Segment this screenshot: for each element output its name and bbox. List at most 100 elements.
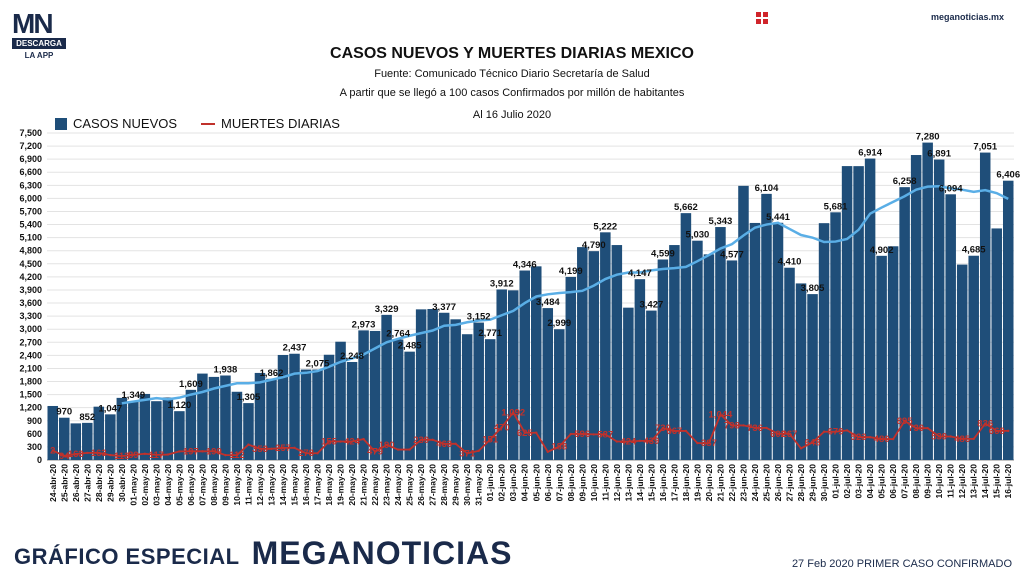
x-tick-label: 07-jul-20 xyxy=(900,464,910,499)
deaths-data-label: 155 xyxy=(321,437,338,448)
cases-data-label: 1,120 xyxy=(167,400,191,411)
bar-cases xyxy=(784,267,795,460)
x-tick-label: 12-may-20 xyxy=(255,464,265,506)
bar-cases xyxy=(577,247,588,460)
deaths-point xyxy=(903,419,906,423)
deaths-point xyxy=(293,446,296,450)
chart-source: Fuente: Comunicado Técnico Diario Secret… xyxy=(374,68,650,80)
x-tick-label: 16-jul-20 xyxy=(1003,464,1013,499)
x-tick-label: 30-jun-20 xyxy=(819,464,829,502)
deaths-point xyxy=(788,432,791,435)
bar-cases xyxy=(910,155,922,460)
deaths-point xyxy=(811,441,814,444)
cases-data-label: 2,771 xyxy=(478,328,502,339)
bar-cases xyxy=(899,187,910,461)
deaths-data-label: 648 xyxy=(805,438,821,449)
deaths-point xyxy=(834,430,837,433)
chart-date-note: Al 16 Julio 2020 xyxy=(472,109,552,121)
bar-cases xyxy=(300,369,312,460)
logo-app-label: LA APP xyxy=(24,51,54,60)
bar-cases xyxy=(243,403,254,460)
bar-cases xyxy=(105,414,116,460)
deaths-data-label: 387 xyxy=(701,438,717,449)
deaths-point xyxy=(166,453,170,456)
x-tick-label: 09-jun-20 xyxy=(577,464,587,502)
deaths-data-label: 736 xyxy=(747,423,763,434)
x-tick-label: 10-jul-20 xyxy=(934,464,944,499)
cases-data-label: 3,377 xyxy=(432,302,456,313)
logo-download-label: DESCARGA xyxy=(12,38,66,49)
bar-cases xyxy=(70,423,82,460)
y-tick-label: 2,100 xyxy=(19,363,42,373)
deaths-point xyxy=(350,440,354,443)
deaths-data-label: 793 xyxy=(724,420,740,431)
bar-cases xyxy=(473,322,484,460)
y-tick-label: 6,300 xyxy=(19,180,42,190)
x-tick-label: 24-may-20 xyxy=(393,464,403,506)
bar-cases xyxy=(519,270,530,460)
deaths-point xyxy=(270,447,273,450)
y-tick-label: 0 xyxy=(37,455,42,465)
deaths-point xyxy=(960,437,964,441)
deaths-point xyxy=(581,432,584,436)
deaths-data-label: 112 xyxy=(229,450,244,461)
footer-first-case-note: 27 Feb 2020 PRIMER CASO CONFIRMADO xyxy=(791,558,1012,570)
y-tick-label: 1,200 xyxy=(19,403,42,413)
deaths-data-label: 1,092 xyxy=(501,407,525,418)
bar-cases xyxy=(93,406,105,460)
deaths-data-label: 163 xyxy=(68,449,84,460)
cases-data-label: 4,346 xyxy=(513,260,537,271)
bar-cases xyxy=(554,329,565,460)
deaths-point xyxy=(86,451,89,455)
bar-cases xyxy=(174,411,185,460)
y-tick-label: 300 xyxy=(27,442,42,452)
x-tick-label: 24-abr-20 xyxy=(48,464,58,502)
y-tick-label: 7,200 xyxy=(19,141,42,151)
deaths-data-label: 424 xyxy=(620,437,637,448)
x-tick-label: 22-jun-20 xyxy=(727,464,737,502)
chart-legend: CASOS NUEVOS MUERTES DIARIAS xyxy=(55,116,340,131)
bar-cases xyxy=(254,372,266,460)
x-tick-label: 29-abr-20 xyxy=(105,464,115,502)
x-tick-label: 18-may-20 xyxy=(324,464,334,506)
bar-cases xyxy=(162,397,174,460)
x-tick-label: 09-jul-20 xyxy=(923,464,933,499)
deaths-point xyxy=(97,451,101,455)
bar-cases xyxy=(266,378,277,460)
bar-cases xyxy=(438,312,450,460)
x-tick-label: 17-jun-20 xyxy=(669,464,679,502)
x-tick-label: 15-jul-20 xyxy=(992,464,1002,499)
site-url[interactable]: meganoticias.mx xyxy=(930,12,1004,22)
x-tick-label: 05-jul-20 xyxy=(877,464,887,499)
x-tick-label: 11-jun-20 xyxy=(600,464,610,501)
bar-cases xyxy=(979,152,991,460)
cases-data-label: 6,891 xyxy=(927,149,951,160)
cases-data-label: 1,609 xyxy=(179,379,203,390)
deaths-data-label: 199 xyxy=(206,446,222,457)
bar-cases xyxy=(185,389,197,460)
x-tick-label: 13-jul-20 xyxy=(969,464,979,499)
bar-cases xyxy=(772,222,784,460)
app-logo[interactable]: MN DESCARGA LA APP xyxy=(12,10,66,60)
deaths-data-label: 730 xyxy=(908,423,924,434)
bar-cases xyxy=(807,294,818,460)
x-tick-label: 21-jun-20 xyxy=(715,464,725,502)
deaths-data-label: 479 xyxy=(367,447,383,458)
bar-cases xyxy=(933,159,945,460)
y-tick-label: 4,800 xyxy=(19,246,42,256)
x-tick-label: 13-may-20 xyxy=(266,464,276,506)
deaths-point xyxy=(189,450,193,453)
bar-cases xyxy=(600,232,611,460)
cases-data-label: 4,147 xyxy=(628,268,652,279)
x-tick-label: 31-may-20 xyxy=(474,464,484,506)
cases-data-label: 4,790 xyxy=(582,240,606,251)
deaths-point xyxy=(523,431,526,434)
deaths-data-label: 523 xyxy=(851,432,867,443)
y-tick-label: 7,500 xyxy=(19,128,42,138)
deaths-data-label: 679 xyxy=(828,427,844,438)
deaths-point xyxy=(799,447,803,450)
deaths-point xyxy=(431,438,434,442)
cases-data-label: 5,343 xyxy=(709,216,733,227)
x-tick-label: 19-jun-20 xyxy=(692,464,702,502)
y-tick-label: 3,000 xyxy=(19,324,42,334)
